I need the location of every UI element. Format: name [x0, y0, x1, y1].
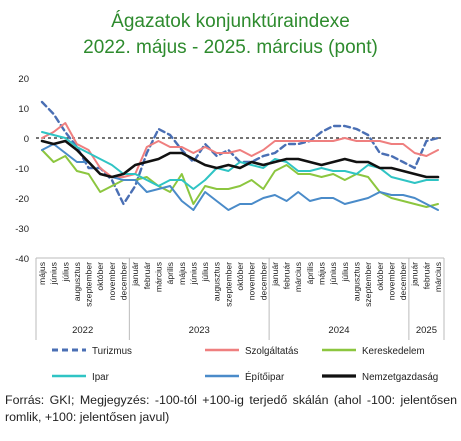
x-tick-label: május	[177, 262, 187, 285]
x-tick-label: október	[235, 262, 245, 291]
x-tick-label: március	[433, 262, 443, 292]
x-tick-label: június	[49, 262, 59, 285]
x-tick-label: május	[317, 262, 327, 285]
series-line-kereskedelem	[41, 149, 439, 208]
x-tick-label: május	[37, 262, 47, 285]
y-tick-label: -30	[15, 224, 29, 235]
legend-label: Turizmus	[92, 346, 132, 357]
x-tick-label: november	[247, 262, 257, 300]
x-tick-label: április	[305, 262, 315, 284]
series-line-turizmus	[40, 100, 440, 206]
x-tick-label: szeptember	[223, 262, 233, 307]
legend-label: Nemzetgazdaság	[362, 372, 438, 383]
x-tick-label: február	[282, 262, 292, 289]
y-tick-label: 20	[18, 74, 29, 85]
y-tick-label: -40	[15, 254, 29, 265]
series-line-szolgáltatás	[41, 122, 439, 178]
x-tick-label: szeptember	[84, 262, 94, 307]
year-label: 2023	[189, 325, 210, 336]
x-tick-label: október	[375, 262, 385, 291]
chart-title: Ágazatok konjunktúraindexe	[111, 11, 350, 32]
x-tick-label: február	[142, 262, 152, 289]
x-tick-label: február	[421, 262, 431, 289]
x-tick-label: március	[293, 262, 303, 292]
series-line-építőipar	[41, 143, 439, 211]
series-line-ipar	[41, 131, 439, 190]
x-tick-label: november	[107, 262, 117, 300]
source-note: Forrás: GKI; Megjegyzés: -100-tól +100-i…	[5, 393, 457, 424]
legend-label: Szolgáltatás	[245, 346, 298, 357]
x-tick-label: január	[130, 262, 140, 287]
legend-label: Kereskedelem	[362, 346, 425, 357]
x-tick-label: augusztus	[212, 262, 222, 301]
x-tick-label: augusztus	[72, 262, 82, 301]
x-tick-label: október	[95, 262, 105, 291]
x-tick-label: április	[165, 262, 175, 284]
x-tick-label: november	[386, 262, 396, 300]
x-tick-label: július	[200, 262, 210, 283]
x-tick-label: szeptember	[363, 262, 373, 307]
x-tick-label: március	[153, 262, 163, 292]
x-tick-label: december	[258, 262, 268, 300]
x-tick-label: január	[410, 262, 420, 287]
year-label: 2024	[328, 325, 349, 336]
y-tick-label: -10	[15, 164, 29, 175]
y-tick-label: 10	[18, 104, 29, 115]
x-tick-label: június	[328, 262, 338, 285]
x-tick-label: december	[119, 262, 129, 300]
x-tick-label: június	[188, 262, 198, 285]
chart-subtitle: 2022. május - 2025. március (pont)	[83, 37, 378, 58]
y-tick-label: -20	[15, 194, 29, 205]
series-line-nemzetgazdaság	[40, 139, 440, 179]
x-tick-label: július	[60, 262, 70, 283]
x-tick-label: január	[270, 262, 280, 287]
year-label: 2022	[72, 325, 93, 336]
legend-label: Ipar	[92, 372, 110, 383]
x-tick-label: július	[340, 262, 350, 283]
x-tick-label: augusztus	[351, 262, 361, 301]
year-label: 2025	[416, 325, 437, 336]
legend-label: Építőipar	[245, 372, 285, 383]
x-tick-label: december	[398, 262, 408, 300]
y-tick-label: 0	[24, 134, 29, 145]
